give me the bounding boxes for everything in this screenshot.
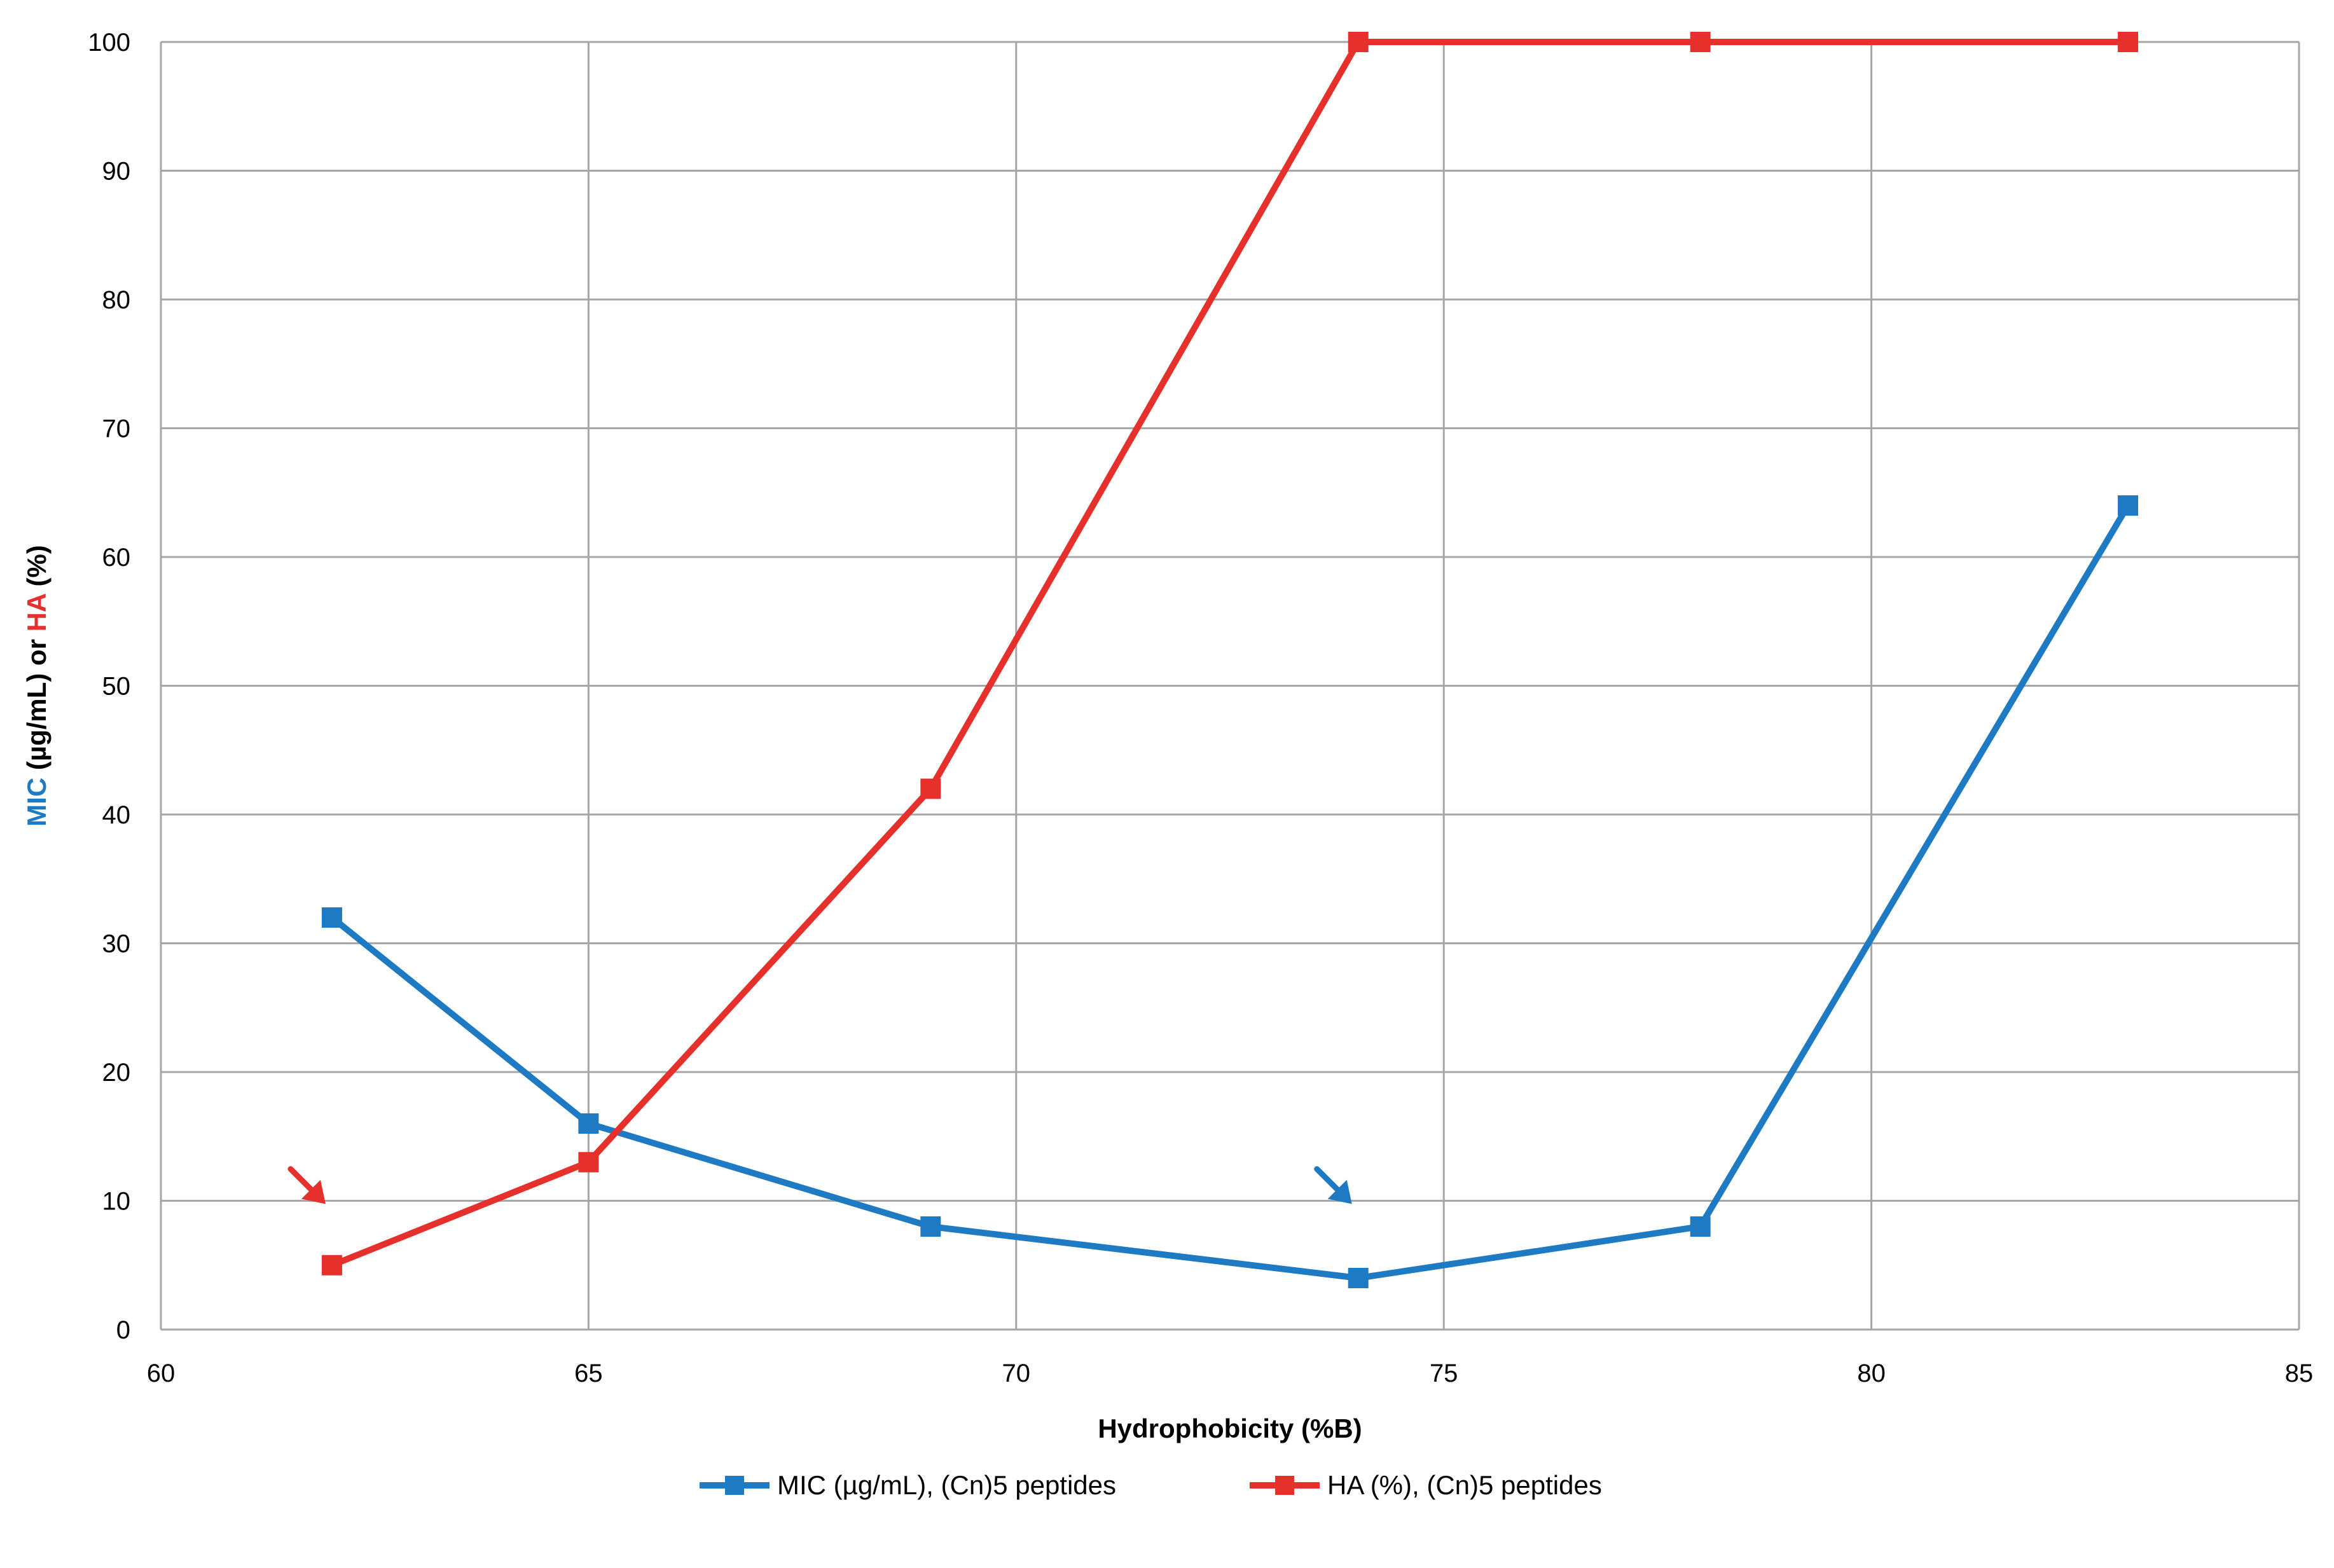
series-1	[321, 495, 2139, 1288]
y-tick-label: 0	[116, 1316, 130, 1344]
series-layer	[321, 32, 2139, 1288]
data-point	[578, 1152, 599, 1173]
y-axis-label-part: HA	[22, 593, 52, 631]
y-tick-label: 50	[102, 673, 131, 701]
y-axis-label-part: (µg/mL) or	[22, 631, 52, 778]
y-tick-labels: 0 10 20 30 40 50 60 70 80 90 100	[88, 29, 130, 1344]
data-point	[1690, 1216, 1711, 1237]
x-tick-label: 80	[1857, 1359, 1886, 1387]
annotation-arrow	[1314, 1166, 1352, 1204]
y-tick-label: 60	[102, 544, 131, 572]
series-line	[328, 39, 2132, 1269]
data-point	[2118, 32, 2139, 52]
x-tick-label: 65	[574, 1359, 603, 1387]
y-tick-label: 90	[102, 158, 131, 186]
series-line	[328, 502, 2132, 1281]
data-point	[321, 1255, 342, 1276]
x-tick-labels: 60 65 70 75 80 85	[147, 1359, 2314, 1387]
data-point	[920, 1216, 941, 1237]
y-tick-label: 70	[102, 415, 131, 443]
y-tick-label: 40	[102, 801, 131, 829]
y-tick-label: 10	[102, 1188, 131, 1216]
legend-item: MIC (µg/mL), (Cn)5 peptides	[700, 1470, 1116, 1500]
x-tick-label: 85	[2285, 1359, 2314, 1387]
y-tick-label: 80	[102, 286, 131, 314]
y-axis-label-part: MIC	[22, 778, 52, 827]
legend-label: MIC (µg/mL), (Cn)5 peptides	[777, 1470, 1116, 1500]
x-tick-label: 70	[1002, 1359, 1031, 1387]
data-point	[2118, 495, 2139, 516]
legend-label: HA (%), (Cn)5 peptides	[1327, 1470, 1602, 1500]
data-point	[1690, 32, 1711, 52]
legend: MIC (µg/mL), (Cn)5 peptides HA (%), (Cn)5…	[700, 1470, 1602, 1500]
legend-item: HA (%), (Cn)5 peptides	[1250, 1470, 1602, 1500]
y-tick-label: 20	[102, 1059, 131, 1087]
data-point	[1348, 1268, 1369, 1288]
annotations	[287, 1166, 1352, 1204]
x-tick-label: 60	[147, 1359, 176, 1387]
arrow-head	[301, 1179, 326, 1204]
x-axis-label: Hydrophobicity (%B)	[1098, 1413, 1362, 1443]
legend-marker	[725, 1476, 744, 1495]
series-2	[321, 32, 2139, 1276]
data-point	[920, 778, 941, 799]
y-tick-label: 30	[102, 930, 131, 958]
data-point	[1348, 32, 1369, 52]
data-point	[578, 1113, 599, 1134]
y-tick-label: 100	[88, 29, 130, 57]
legend-marker	[1275, 1476, 1294, 1495]
annotation-arrow	[287, 1166, 326, 1204]
y-axis-label-part: (%)	[22, 545, 52, 594]
x-tick-label: 75	[1430, 1359, 1458, 1387]
data-point	[321, 907, 342, 928]
arrow-head	[1327, 1179, 1352, 1204]
y-axis-label: MIC (µg/mL) or HA (%)	[22, 545, 52, 827]
axes	[160, 42, 2299, 1331]
